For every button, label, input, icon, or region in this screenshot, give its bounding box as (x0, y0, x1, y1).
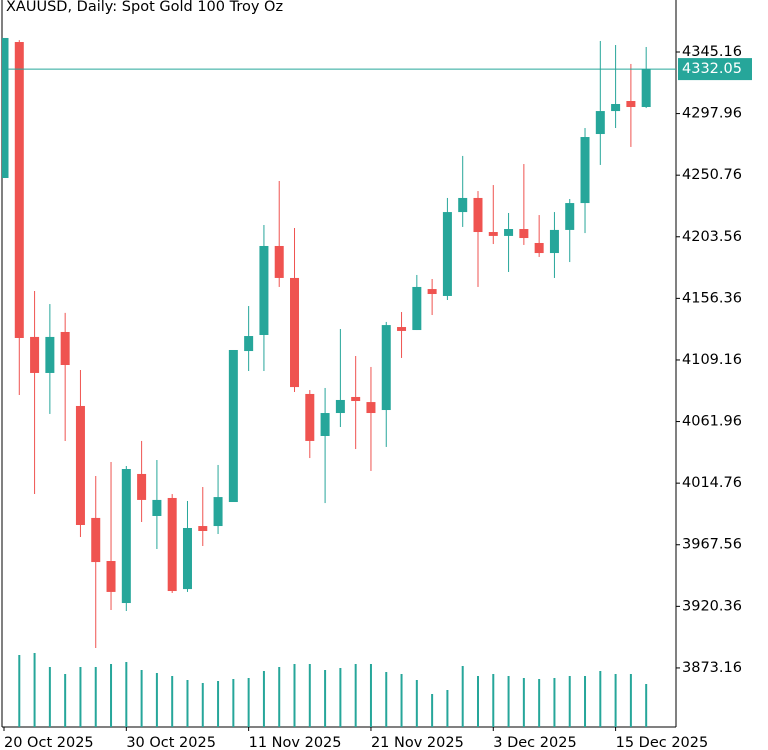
candle-body (641, 69, 651, 108)
candle-body (335, 399, 345, 414)
y-tick-label: 4014.76 (682, 475, 742, 491)
candle-body (534, 242, 544, 254)
candle-body (320, 413, 330, 436)
candle-body (366, 402, 376, 414)
candle-body (549, 229, 559, 254)
candle-body (427, 289, 437, 295)
candle-body (75, 405, 85, 525)
x-tick-label: 11 Nov 2025 (249, 735, 342, 750)
y-tick-label: 4109.16 (682, 352, 742, 368)
candle-body (442, 212, 452, 296)
candle-body (14, 42, 24, 338)
candle-body (106, 561, 116, 592)
y-tick-label: 4250.76 (682, 167, 742, 183)
candle-body (60, 331, 70, 366)
x-tick-label: 30 Oct 2025 (126, 735, 216, 750)
last-price-label: 4332.05 (682, 61, 742, 77)
chart-title: XAUUSD, Daily: Spot Gold 100 Troy Oz (6, 0, 283, 15)
candle-body (137, 473, 147, 500)
candle-body (228, 349, 238, 503)
candle-body (305, 393, 315, 441)
candle-body (167, 497, 177, 592)
candle-body (458, 197, 468, 213)
candle-body (259, 245, 269, 335)
y-tick-label: 4345.16 (682, 44, 742, 60)
candle-body (381, 325, 391, 411)
x-tick-label: 3 Dec 2025 (493, 735, 576, 750)
y-tick-label: 4061.96 (682, 414, 742, 430)
candle-body (274, 245, 284, 278)
candle-body (290, 277, 300, 388)
candle-body (152, 499, 162, 516)
y-tick-label: 3967.56 (682, 537, 742, 553)
x-tick-label: 15 Dec 2025 (616, 735, 709, 750)
y-tick-label: 4203.56 (682, 229, 742, 245)
x-tick-label: 21 Nov 2025 (371, 735, 464, 750)
candle-body (351, 396, 361, 402)
candle-body (213, 497, 223, 527)
y-tick-label: 3920.36 (682, 598, 742, 614)
y-tick-label: 4156.36 (682, 290, 742, 306)
candle-body (580, 137, 590, 204)
last-price-box (678, 58, 752, 81)
candle-body (244, 336, 254, 352)
x-tick-label: 20 Oct 2025 (4, 735, 94, 750)
candle-body (488, 232, 498, 236)
plot-area (2, 37, 651, 727)
candle-body (565, 203, 575, 230)
candle-body (473, 197, 483, 233)
candle-body (182, 527, 192, 590)
candle-body (91, 517, 101, 563)
y-tick-label: 4297.96 (682, 106, 742, 122)
candle-body (504, 229, 514, 236)
candle-body (30, 336, 40, 373)
candle-body (2, 37, 9, 178)
candle-body (626, 101, 636, 108)
candle-body (397, 327, 407, 331)
candle-body (198, 526, 208, 531)
candle-body (412, 286, 422, 331)
y-tick-label: 3873.16 (682, 660, 742, 676)
candle-body (121, 469, 131, 604)
candle-body (45, 336, 55, 373)
candle-body (611, 104, 621, 112)
candle-body (519, 229, 529, 239)
candle-body (595, 111, 605, 135)
